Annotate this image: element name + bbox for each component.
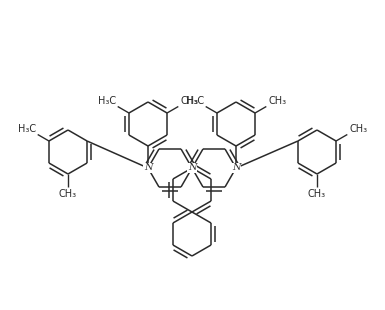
Text: CH₃: CH₃ bbox=[268, 95, 286, 105]
Text: CH₃: CH₃ bbox=[308, 189, 326, 199]
Text: CH₃: CH₃ bbox=[59, 189, 77, 199]
Text: CH₃: CH₃ bbox=[349, 123, 367, 134]
Text: N: N bbox=[188, 163, 196, 172]
Text: H₃C: H₃C bbox=[98, 95, 116, 105]
Text: N: N bbox=[144, 163, 152, 172]
Text: CH₃: CH₃ bbox=[180, 95, 198, 105]
Text: N: N bbox=[232, 163, 240, 172]
Text: H₃C: H₃C bbox=[186, 95, 204, 105]
Text: H₃C: H₃C bbox=[18, 123, 36, 134]
